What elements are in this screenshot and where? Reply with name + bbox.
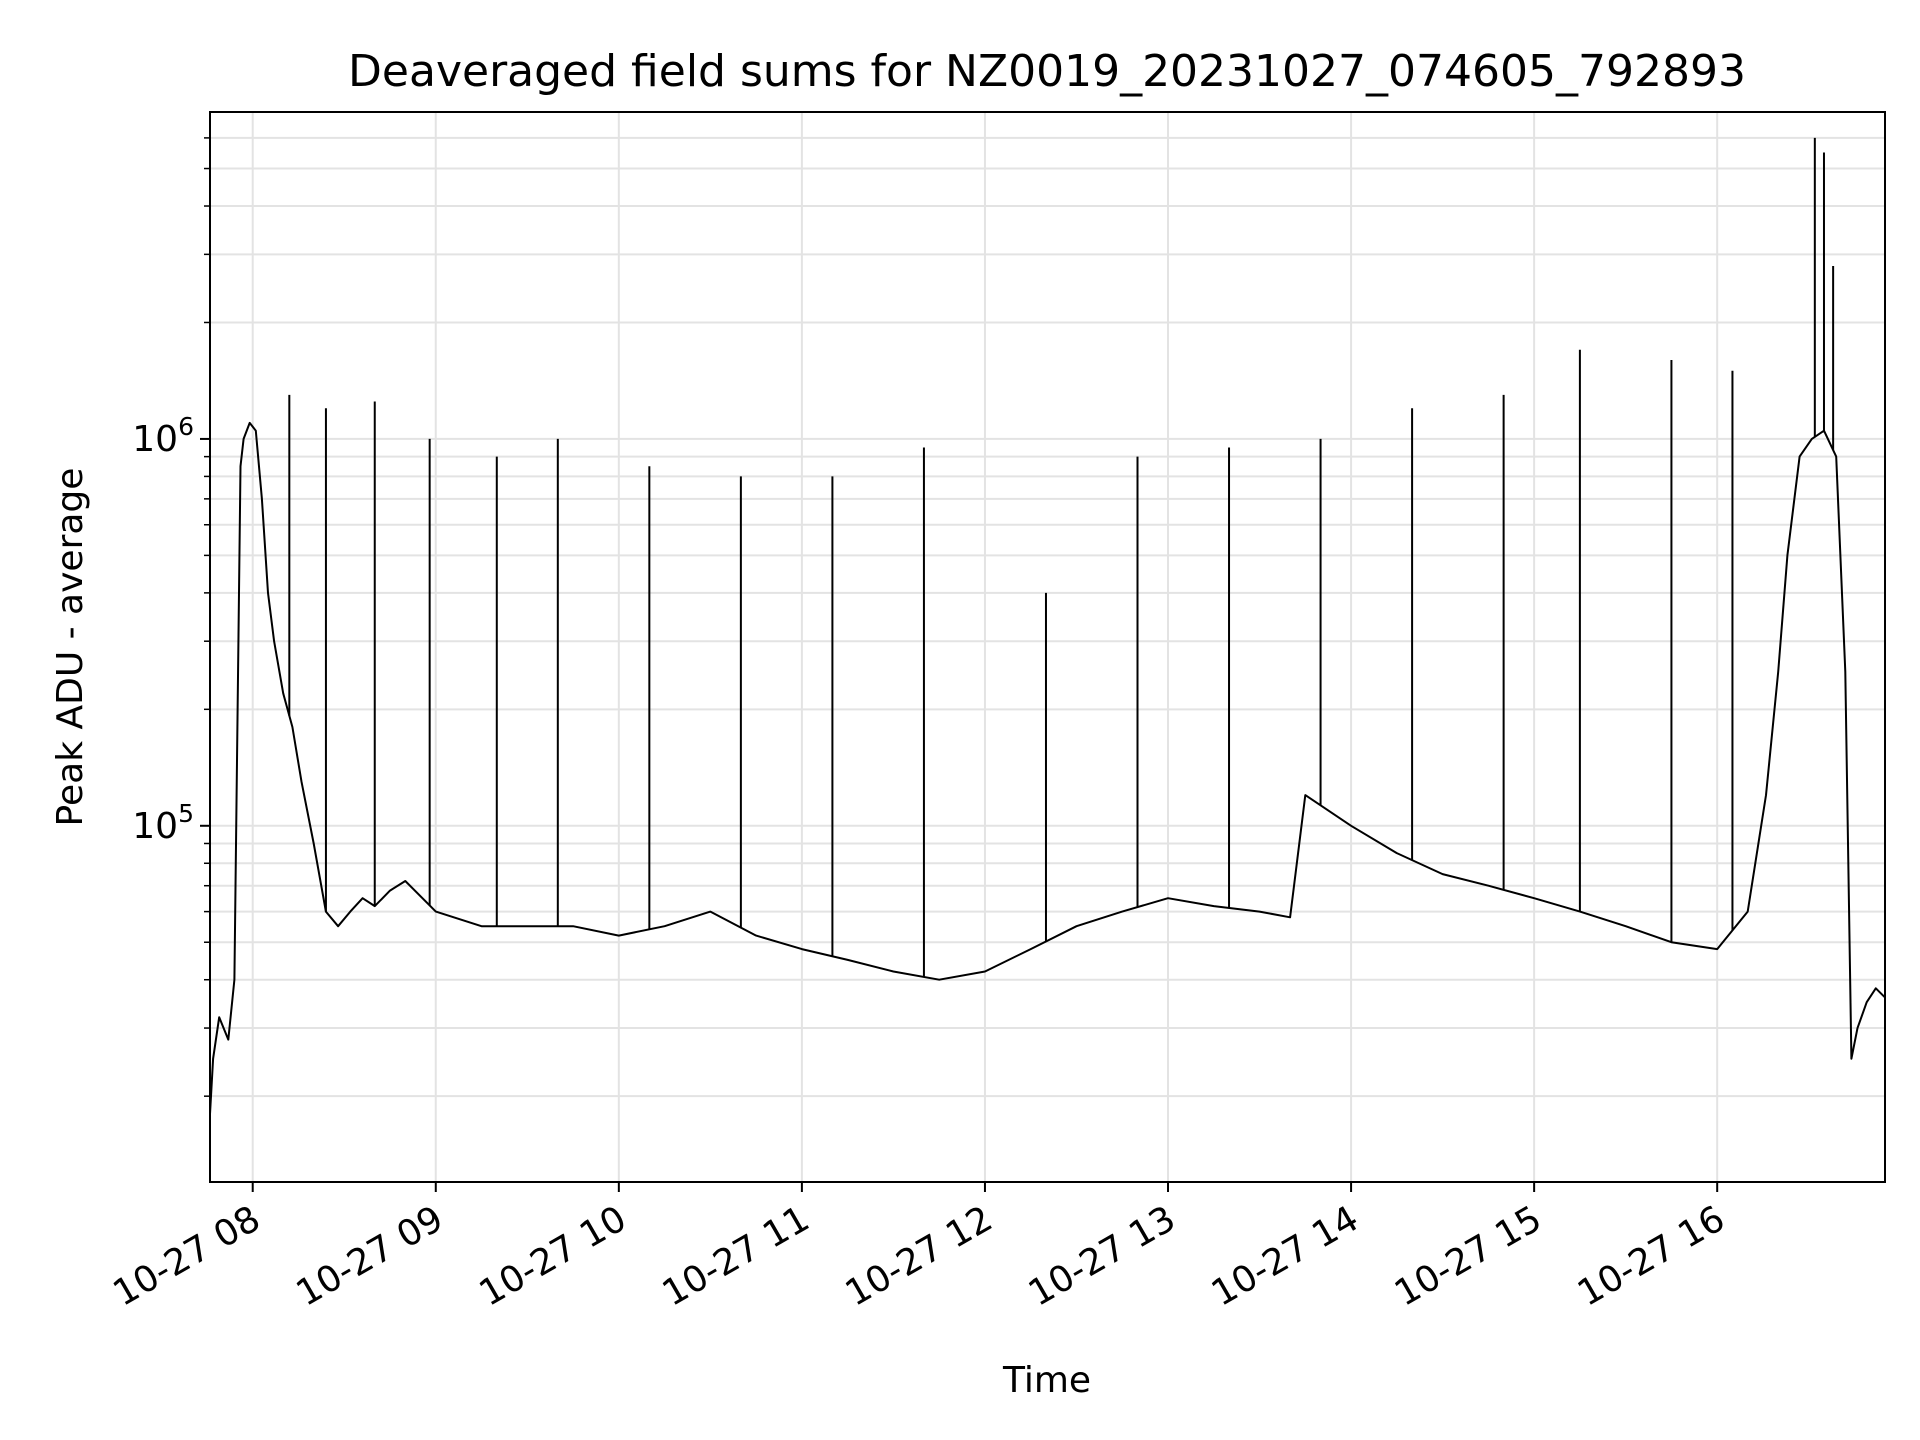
y-tick-label: 106 bbox=[132, 412, 194, 460]
y-tick-label: 105 bbox=[132, 799, 194, 847]
y-tick-base: 10 bbox=[132, 806, 178, 847]
y-axis-label: Peak ADU - average bbox=[50, 468, 91, 827]
series-peak-adu bbox=[209, 137, 1886, 1114]
grid bbox=[210, 112, 1885, 1182]
series-line bbox=[209, 421, 1886, 1114]
plot-frame bbox=[209, 111, 1886, 1183]
y-tick-base: 10 bbox=[132, 419, 178, 460]
chart-title: Deaveraged field sums for NZ0019_2023102… bbox=[348, 46, 1746, 97]
y-tick-exponent: 6 bbox=[178, 412, 194, 441]
x-axis-label: Time bbox=[1002, 1360, 1091, 1401]
y-tick-exponent: 5 bbox=[178, 799, 194, 828]
